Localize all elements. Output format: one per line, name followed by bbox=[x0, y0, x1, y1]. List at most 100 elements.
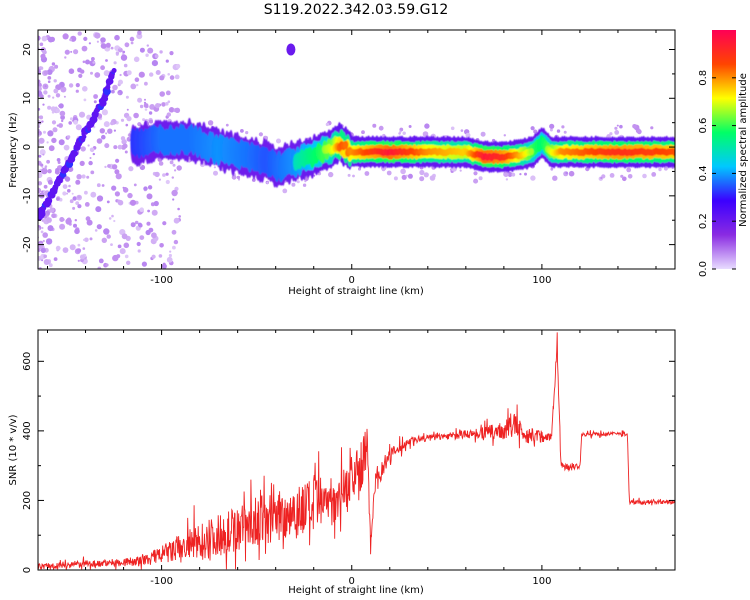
speckle-point bbox=[399, 130, 402, 133]
speckle-point bbox=[133, 112, 139, 119]
speckle-point bbox=[213, 166, 216, 169]
speckle-point bbox=[96, 195, 104, 202]
speckle-point bbox=[552, 175, 558, 181]
speckle-point bbox=[173, 217, 180, 224]
speckle-point bbox=[82, 247, 86, 250]
speckle-point bbox=[55, 245, 61, 251]
speckle-point bbox=[41, 120, 44, 123]
speckle-point bbox=[159, 75, 165, 81]
speckle-point bbox=[92, 61, 95, 64]
speckle-point bbox=[128, 166, 134, 172]
speckle-point bbox=[158, 161, 164, 166]
speckle-point bbox=[74, 219, 78, 222]
figure-title: S119.2022.342.03.59.G12 bbox=[264, 2, 449, 18]
speckle-point bbox=[77, 31, 82, 36]
speckle-point bbox=[519, 173, 522, 176]
speckle-point bbox=[99, 128, 106, 134]
speckle-point bbox=[424, 123, 430, 129]
speckle-point bbox=[148, 111, 153, 115]
speckle-point bbox=[40, 230, 44, 234]
speckle-point bbox=[616, 124, 619, 127]
speckle-point bbox=[98, 258, 104, 264]
speckle-point bbox=[48, 263, 53, 268]
y-tick-label: 20 bbox=[22, 43, 33, 56]
speckle-point bbox=[130, 41, 134, 45]
speckle-point bbox=[361, 130, 365, 135]
speckle-point bbox=[81, 45, 88, 52]
speckle-point bbox=[480, 131, 486, 137]
speckle-point bbox=[56, 158, 61, 162]
speckle-point bbox=[52, 127, 58, 133]
speckle-point bbox=[146, 193, 153, 200]
speckle-point bbox=[60, 115, 65, 120]
speckle-point bbox=[171, 229, 177, 235]
speckle-point bbox=[66, 192, 68, 195]
speckle-point bbox=[282, 188, 288, 194]
speckle-point bbox=[75, 83, 80, 88]
speckle-point bbox=[139, 47, 145, 53]
speckle-point bbox=[73, 223, 77, 228]
speckle-point bbox=[208, 120, 211, 123]
y-tick-label: -10 bbox=[22, 188, 33, 204]
speckle-point bbox=[429, 175, 436, 181]
speckle-point bbox=[155, 70, 161, 75]
speckle-point bbox=[47, 225, 54, 232]
speckle-point bbox=[658, 167, 662, 172]
speckle-point bbox=[96, 138, 103, 144]
speckle-point bbox=[47, 169, 52, 174]
speckle-point bbox=[128, 133, 132, 137]
speckle-point bbox=[146, 44, 149, 47]
speckle-point bbox=[149, 72, 154, 77]
speckle-point bbox=[134, 220, 139, 225]
speckle-point bbox=[168, 107, 175, 113]
speckle-point bbox=[126, 70, 132, 76]
speckle-point bbox=[119, 248, 126, 255]
speckle-point bbox=[106, 234, 111, 239]
snr-xlabel: Height of straight line (km) bbox=[288, 585, 424, 596]
speckle-point bbox=[225, 123, 229, 127]
snr-frame bbox=[37, 329, 676, 571]
speckle-point bbox=[90, 170, 95, 175]
speckle-point bbox=[136, 83, 139, 87]
speckle-point bbox=[251, 178, 256, 182]
speckle-point bbox=[76, 248, 82, 254]
speckle-point bbox=[43, 70, 49, 75]
speckle-point bbox=[114, 169, 120, 175]
speckle-point bbox=[478, 176, 483, 181]
speckle-point bbox=[133, 183, 137, 187]
speckle-point bbox=[422, 131, 429, 137]
speckle-point bbox=[67, 189, 71, 193]
speckle-point bbox=[138, 71, 145, 78]
speckle-point bbox=[58, 104, 61, 108]
speckle-point bbox=[291, 182, 296, 187]
speckle-point bbox=[106, 200, 110, 204]
speckle-point bbox=[153, 200, 159, 207]
speckle-point bbox=[174, 107, 181, 114]
speckle-point bbox=[103, 228, 110, 235]
speckle-point bbox=[107, 128, 113, 134]
speckle-point bbox=[71, 192, 74, 195]
speckle-point bbox=[77, 204, 82, 209]
speckle-point bbox=[101, 237, 108, 243]
speckle-point bbox=[73, 49, 79, 55]
speckle-point bbox=[100, 65, 105, 71]
speckle-point bbox=[42, 103, 45, 106]
speckle-point bbox=[600, 176, 603, 180]
speckle-point bbox=[364, 171, 370, 176]
speckle-point bbox=[111, 89, 115, 94]
speckle-point bbox=[114, 191, 120, 197]
speckle-point bbox=[137, 249, 141, 253]
speckle-point bbox=[169, 51, 174, 56]
speckle-point bbox=[619, 124, 623, 129]
speckle-point bbox=[84, 190, 88, 195]
speckle-point bbox=[50, 106, 56, 112]
speckle-point bbox=[38, 107, 41, 111]
speckle-point bbox=[302, 183, 307, 187]
diagonal-trace-point bbox=[38, 210, 46, 218]
speckle-point bbox=[52, 96, 55, 99]
speckle-point bbox=[276, 138, 281, 144]
speckle-point bbox=[460, 129, 464, 132]
colorbar-label: Normalized spectral amplitude bbox=[738, 73, 749, 227]
spectrogram-marks bbox=[38, 30, 675, 269]
speckle-point bbox=[38, 137, 45, 144]
